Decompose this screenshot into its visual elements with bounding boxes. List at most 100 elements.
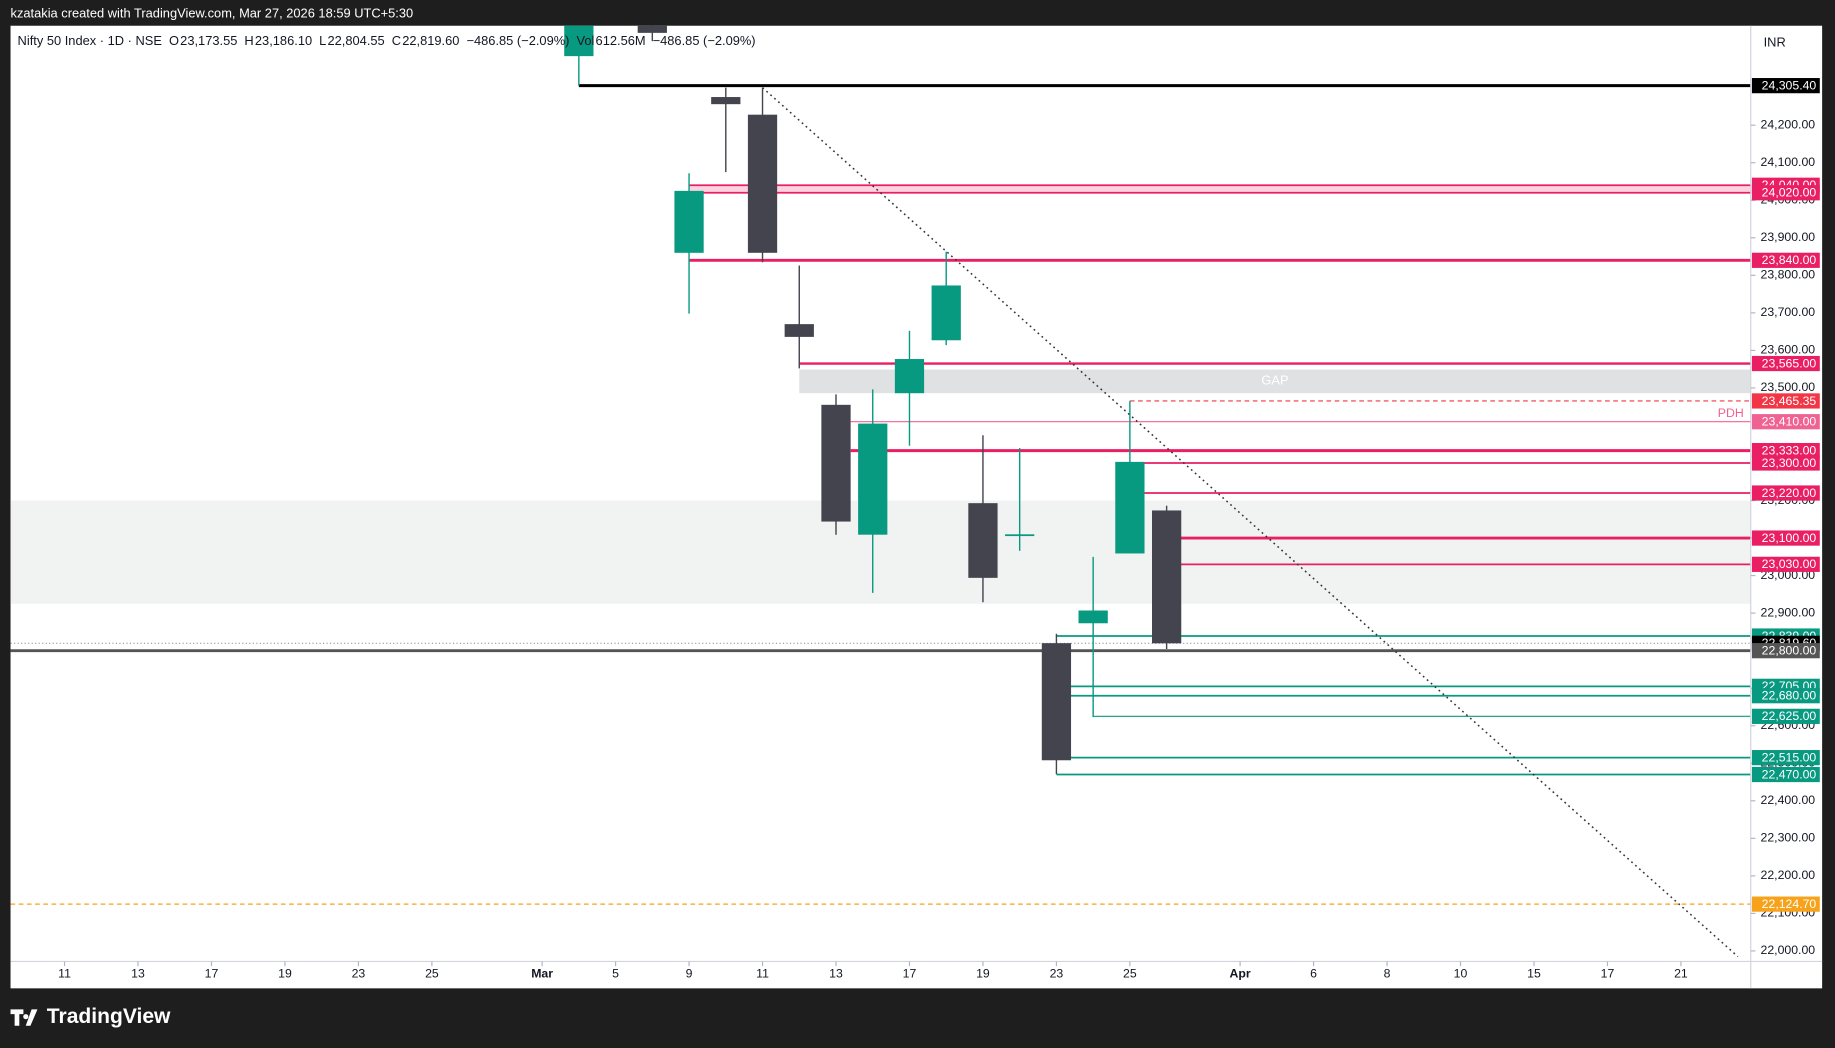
- candle-body: [711, 97, 741, 105]
- x-tick-label: 5: [612, 967, 619, 981]
- x-tick-label: 13: [131, 967, 145, 981]
- price-badge-label: 23,300.00: [1762, 456, 1817, 470]
- legend-value: 23,186.10: [255, 34, 312, 49]
- x-tick-label: Apr: [1230, 967, 1251, 981]
- price-badge: [1751, 443, 1820, 459]
- x-tick-label: 25: [1123, 967, 1137, 981]
- zone: [689, 185, 1751, 193]
- price-badge-label: 23,220.00: [1762, 486, 1817, 500]
- x-tick-label: 13: [829, 967, 843, 981]
- x-tick-label: 11: [756, 967, 769, 981]
- logo-icon: [10, 1009, 38, 1026]
- price-badge: [1751, 414, 1820, 430]
- price-badge-label: 22,625.00: [1762, 709, 1817, 723]
- x-tick-label: 17: [1601, 967, 1615, 981]
- y-tick-label: 22,400.00: [1761, 793, 1816, 807]
- legend-key: L: [319, 34, 326, 49]
- x-tick-label: 15: [1527, 967, 1541, 981]
- price-badge: [1751, 530, 1820, 546]
- candle-body: [1041, 643, 1072, 761]
- candle-body: [1005, 534, 1035, 537]
- x-tick-label: 17: [903, 967, 917, 981]
- legend: Nifty 50 Index · 1D · NSE O23,173.55 H23,1…: [18, 34, 756, 49]
- trendline: [762, 87, 1739, 958]
- x-tick-label: 11: [58, 967, 71, 981]
- legend-key: Vol: [576, 34, 594, 49]
- symbol: Nifty 50 Index · 1D · NSE: [18, 34, 163, 49]
- y-tick-label: 24,100.00: [1761, 155, 1816, 169]
- x-tick-label: 23: [352, 967, 366, 981]
- candle-body: [564, 25, 594, 57]
- price-badge: [1751, 896, 1820, 912]
- price-badge-label: 22,470.00: [1762, 767, 1817, 781]
- price-badge: [1751, 556, 1820, 572]
- price-badge: [1751, 485, 1820, 501]
- x-tick-label: 6: [1310, 967, 1317, 981]
- candle-body: [1152, 510, 1182, 644]
- candle-body: [747, 114, 778, 253]
- price-badge-label: 24,020.00: [1762, 186, 1817, 200]
- y-tick-label: 23,700.00: [1761, 305, 1816, 319]
- axes: INR 22,000.0022,100.0022,200.0022,300.00…: [10, 25, 1823, 989]
- zone-label: GAP: [1261, 373, 1288, 388]
- x-tick-label: 9: [686, 967, 693, 981]
- legend-value: 23,173.55: [180, 34, 237, 49]
- x-tick-label: 19: [278, 967, 292, 981]
- candle-body: [784, 324, 814, 337]
- y-tick-label: 23,500.00: [1761, 380, 1816, 394]
- price-badge: [1751, 252, 1820, 268]
- x-tick-label: 21: [1674, 967, 1688, 981]
- price-badge: [1751, 643, 1820, 659]
- candle-body: [674, 190, 704, 253]
- zone: [799, 369, 1751, 394]
- price-badge-label: 23,465.35: [1762, 394, 1817, 408]
- y-tick-label: 22,000.00: [1761, 943, 1816, 957]
- brand-logo: TradingView: [10, 1005, 171, 1028]
- y-tick-label: 24,200.00: [1761, 117, 1816, 131]
- y-tick-label: 23,600.00: [1761, 343, 1816, 357]
- x-tick-label: 25: [425, 967, 439, 981]
- price-badge: [1751, 688, 1820, 704]
- price-badge-label: 24,305.40: [1762, 78, 1817, 92]
- price-badge-label: 22,800.00: [1762, 644, 1817, 658]
- legend-value: −486.85 (−2.09%): [653, 34, 756, 49]
- price-badge: [1751, 393, 1820, 409]
- legend-value: −486.85 (−2.09%): [466, 34, 569, 49]
- price-badge-label: 23,333.00: [1762, 443, 1817, 457]
- candle-body: [1078, 610, 1108, 624]
- legend-value: 22,819.60: [402, 34, 459, 49]
- candle-body: [821, 404, 851, 522]
- price-badge: [1751, 750, 1820, 766]
- price-badge: [1751, 766, 1820, 783]
- legend-value: 612.56M: [596, 34, 646, 49]
- y-tick-label: 22,200.00: [1761, 868, 1816, 882]
- candle-body: [1115, 461, 1145, 554]
- y-tick-label: 22,900.00: [1761, 605, 1816, 619]
- price-badge-label: 23,030.00: [1762, 557, 1817, 571]
- price-badge-label: 22,124.70: [1762, 897, 1817, 911]
- watermark-text: kzatakia created with TradingView.com, M…: [11, 5, 414, 20]
- price-badge: [1751, 78, 1820, 94]
- price-badge-label: 22,680.00: [1762, 689, 1817, 703]
- x-tick-label: 10: [1454, 967, 1468, 981]
- x-tick-label: 8: [1384, 967, 1391, 981]
- x-tick-label: 17: [205, 967, 219, 981]
- y-tick-label: 23,800.00: [1761, 268, 1816, 282]
- legend-key: H: [244, 34, 253, 49]
- plot: GAP PDH: [10, 25, 1751, 958]
- y-tick-label: 22,300.00: [1761, 831, 1816, 845]
- candle-body: [931, 285, 961, 341]
- line-note: PDH: [1718, 406, 1744, 420]
- price-badge-label: 23,565.00: [1762, 356, 1817, 370]
- price-badge: [1751, 708, 1820, 724]
- candle-body: [858, 423, 888, 535]
- candle-body: [637, 25, 667, 33]
- price-badge: [1751, 185, 1820, 201]
- currency: INR: [1764, 35, 1786, 50]
- x-tick-label: 23: [1050, 967, 1064, 981]
- legend-value: 22,804.55: [327, 34, 384, 49]
- x-tick-label: 19: [976, 967, 990, 981]
- candle-body: [894, 359, 925, 394]
